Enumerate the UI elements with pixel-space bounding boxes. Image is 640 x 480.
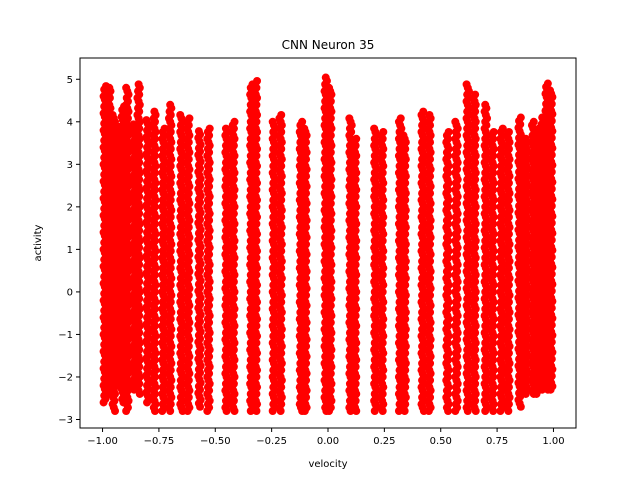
- chart-title: CNN Neuron 35: [282, 38, 375, 52]
- data-point: [108, 110, 117, 119]
- data-point: [268, 117, 277, 126]
- data-point: [142, 116, 151, 125]
- y-tick-label: −2: [58, 372, 73, 383]
- data-point: [298, 117, 307, 126]
- data-point: [277, 110, 286, 119]
- data-point: [300, 124, 309, 133]
- x-tick-label: −0.25: [256, 436, 287, 447]
- data-point: [176, 110, 185, 119]
- data-point: [345, 114, 354, 123]
- x-tick-label: −0.75: [144, 436, 175, 447]
- data-point: [134, 80, 143, 89]
- y-tick-label: 5: [67, 75, 73, 86]
- x-tick-label: 0.50: [430, 436, 452, 447]
- data-point: [546, 86, 554, 95]
- data-point: [185, 114, 194, 123]
- data-point: [516, 113, 525, 122]
- data-point: [504, 128, 513, 136]
- y-tick-label: 0: [67, 287, 73, 298]
- data-point: [221, 124, 230, 133]
- y-axis-label: activity: [33, 224, 44, 261]
- data-point: [489, 128, 498, 136]
- data-point: [399, 131, 408, 140]
- y-tick-label: 3: [67, 160, 73, 171]
- data-point: [325, 83, 334, 92]
- y-tick-label: 1: [67, 245, 73, 256]
- data-point: [205, 124, 214, 133]
- data-point: [230, 117, 239, 126]
- x-tick-label: 1.00: [542, 436, 564, 447]
- x-tick-label: 0.25: [373, 436, 395, 447]
- y-tick-label: 4: [67, 117, 73, 128]
- y-tick-label: −3: [58, 415, 73, 426]
- x-tick-label: 0.75: [486, 436, 508, 447]
- data-point: [352, 134, 361, 143]
- data-point: [105, 83, 114, 92]
- data-point: [425, 110, 434, 119]
- y-tick-label: 2: [67, 202, 73, 213]
- data-point: [253, 76, 262, 85]
- data-point: [194, 127, 203, 136]
- data-point: [543, 79, 552, 88]
- data-point: [396, 114, 405, 123]
- data-point: [444, 128, 453, 136]
- data-point: [529, 117, 538, 126]
- data-point: [166, 100, 175, 109]
- data-point: [150, 107, 159, 116]
- data-point: [481, 100, 490, 109]
- data-point: [451, 117, 460, 126]
- data-point: [122, 83, 131, 92]
- data-point: [462, 80, 471, 89]
- data-point: [379, 128, 388, 136]
- data-point: [471, 90, 480, 99]
- x-tick-label: −1.00: [87, 436, 118, 447]
- data-point: [321, 73, 330, 82]
- x-tick-label: −0.50: [200, 436, 231, 447]
- x-tick-label: 0.00: [317, 436, 339, 447]
- y-tick-label: −1: [58, 330, 73, 341]
- data-points: [99, 73, 557, 415]
- data-point: [370, 124, 379, 133]
- x-axis-label: velocity: [308, 459, 347, 470]
